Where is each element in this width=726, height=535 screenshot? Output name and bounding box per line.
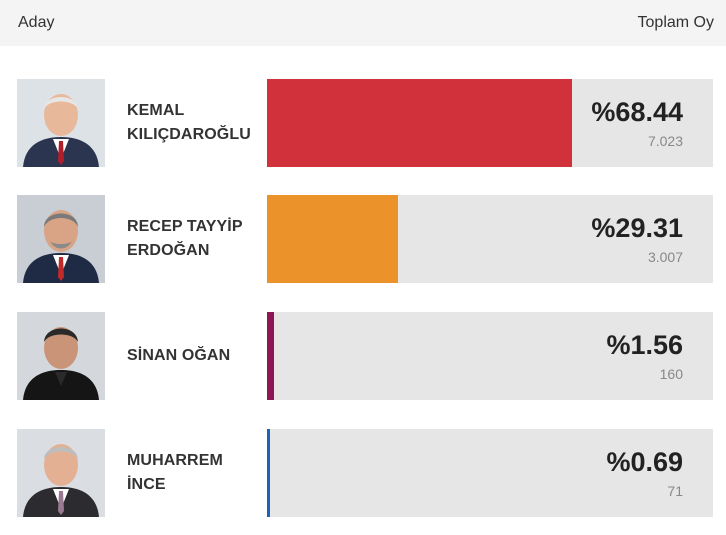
vote-count: 160	[659, 366, 683, 382]
candidate-name-line1: MUHARREM	[127, 452, 223, 469]
vote-count: 3.007	[647, 249, 683, 265]
candidate-name-line1: KEMAL	[127, 102, 185, 119]
vote-bar-fill	[267, 195, 398, 283]
candidate-name-line2: İNCE	[127, 476, 166, 493]
vote-percent: %1.56	[606, 330, 683, 360]
candidate-name: RECEP TAYYİP ERDOĞAN	[127, 195, 257, 283]
candidate-photo	[17, 79, 105, 167]
candidate-name-line1: SİNAN OĞAN	[127, 347, 231, 364]
candidate-name: SİNAN OĞAN	[127, 312, 257, 400]
candidate-row[interactable]: RECEP TAYYİP ERDOĞAN %29.31 3.007	[0, 195, 726, 283]
candidate-row[interactable]: MUHARREM İNCE %0.69 71	[0, 429, 726, 517]
header-total-votes-label: Toplam Oy	[637, 14, 714, 31]
vote-bar-track: %29.31 3.007	[267, 195, 713, 283]
candidate-photo	[17, 195, 105, 283]
vote-percent: %0.69	[606, 447, 683, 477]
candidate-name: KEMAL KILIÇDAROĞLU	[127, 79, 257, 167]
vote-bar-fill	[267, 429, 270, 517]
vote-percent: %68.44	[591, 97, 683, 127]
candidate-name-line2: KILIÇDAROĞLU	[127, 126, 251, 143]
candidate-photo	[17, 429, 105, 517]
candidate-photo	[17, 312, 105, 400]
vote-count: 7.023	[647, 133, 683, 149]
candidate-row[interactable]: SİNAN OĞAN %1.56 160	[0, 312, 726, 400]
vote-count: 71	[667, 483, 683, 499]
candidate-name-line1: RECEP TAYYİP	[127, 218, 243, 235]
vote-bar-fill	[267, 79, 572, 167]
vote-bar-track: %68.44 7.023	[267, 79, 713, 167]
header-candidate-label: Aday	[18, 14, 55, 31]
candidate-row[interactable]: KEMAL KILIÇDAROĞLU %68.44 7.023	[0, 79, 726, 167]
results-header: Aday Toplam Oy	[0, 0, 726, 46]
candidate-name-line2: ERDOĞAN	[127, 242, 210, 259]
vote-percent: %29.31	[591, 213, 683, 243]
vote-bar-track: %0.69 71	[267, 429, 713, 517]
vote-bar-fill	[267, 312, 274, 400]
vote-bar-track: %1.56 160	[267, 312, 713, 400]
candidate-name: MUHARREM İNCE	[127, 429, 257, 517]
